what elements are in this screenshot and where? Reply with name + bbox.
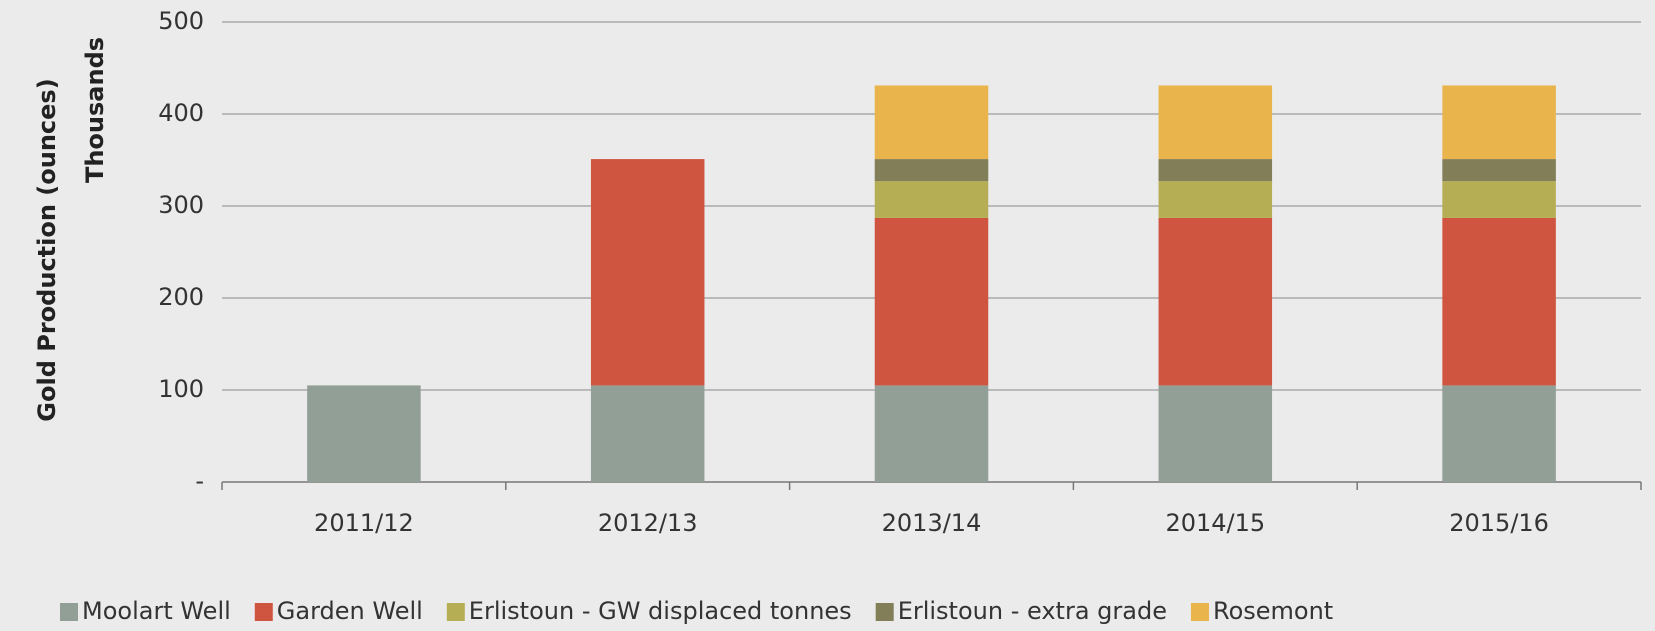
legend-label: Erlistoun - extra grade (898, 597, 1167, 625)
legend-label: Moolart Well (82, 597, 231, 625)
bar-segment (1442, 217, 1556, 386)
bar-segment (1442, 181, 1556, 218)
legend-swatch (254, 603, 273, 621)
bar-segment (590, 159, 705, 386)
x-tick-label: 2011/12 (314, 509, 414, 537)
bar-segment (1442, 385, 1556, 482)
x-tick-label: 2012/13 (598, 509, 698, 537)
bar-segment (874, 217, 989, 386)
y-tick-label: 400 (158, 99, 204, 127)
bar-segment (307, 385, 421, 482)
x-tick-label: 2014/15 (1165, 509, 1265, 537)
bar-segment (874, 181, 989, 218)
legend-label: Garden Well (277, 597, 423, 625)
legend-label: Rosemont (1213, 597, 1333, 625)
y-tick-label: 500 (158, 7, 204, 35)
x-tick-label: 2015/16 (1449, 509, 1549, 537)
bar-segment (1158, 385, 1273, 482)
bar-segment (1158, 159, 1273, 182)
legend-swatch (1190, 603, 1209, 621)
legend-swatch (60, 603, 78, 621)
y-tick-label: 100 (158, 375, 204, 403)
bar-segment (1442, 159, 1556, 182)
bar-segment (874, 385, 989, 482)
legend-label: Erlistoun - GW displaced tonnes (469, 597, 852, 625)
bar-segment (1158, 217, 1273, 386)
legend-swatch (446, 603, 465, 621)
bar-segment (590, 385, 705, 482)
x-tick-label: 2013/14 (882, 509, 982, 537)
bar-segment (1158, 181, 1273, 218)
legend-swatch (875, 603, 894, 621)
y-axis-unit: Thousands (81, 37, 109, 183)
bar-segment (1442, 85, 1556, 160)
y-tick-label: - (195, 467, 204, 495)
bar-segment (874, 85, 989, 160)
bar-segment (874, 159, 989, 182)
y-axis-title: Gold Production (ounces) (33, 78, 61, 421)
y-tick-label: 300 (158, 191, 204, 219)
bar-segment (1158, 85, 1273, 160)
y-tick-label: 200 (158, 283, 204, 311)
